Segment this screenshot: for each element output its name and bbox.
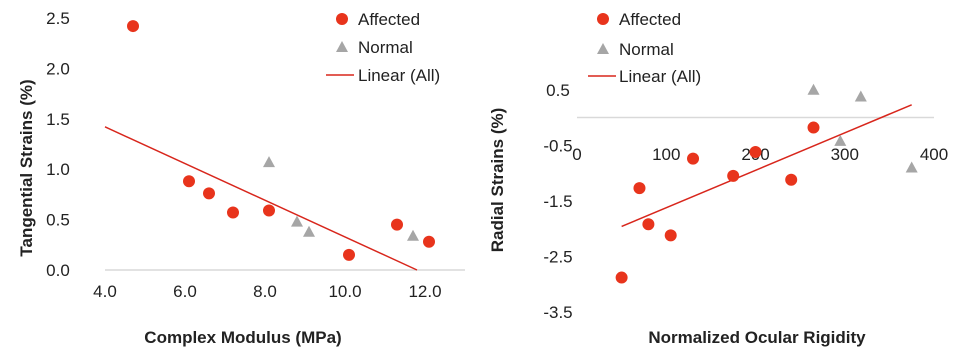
x-axis-label: Normalized Ocular Rigidity <box>648 328 866 347</box>
data-point-affected <box>642 218 655 231</box>
legend-label-linear: Linear (All) <box>358 66 440 85</box>
y-axis-label: Radial Strains (%) <box>488 108 507 253</box>
legend-marker-normal <box>597 43 609 54</box>
x-tick-label: 300 <box>831 145 859 164</box>
data-point-affected <box>423 235 435 248</box>
data-point-normal <box>834 134 847 146</box>
data-point-affected <box>343 248 355 261</box>
legend: Affected Normal Linear (All) <box>588 10 701 86</box>
y-axis-label: Tangential Strains (%) <box>17 79 36 256</box>
data-point-affected <box>263 204 275 217</box>
x-axis-label: Complex Modulus (MPa) <box>144 328 341 347</box>
data-point-normal <box>303 225 315 237</box>
data-point-normal <box>905 161 918 173</box>
data-point-normal <box>407 229 419 241</box>
y-tick-label: 1.0 <box>46 160 70 179</box>
legend-marker-affected <box>597 13 609 25</box>
y-tick-label: 2.0 <box>46 59 70 78</box>
y-tick-label: 0.5 <box>46 211 70 230</box>
legend-label-affected: Affected <box>619 10 681 29</box>
x-tick-label: 100 <box>652 145 680 164</box>
legend-label-linear: Linear (All) <box>619 67 701 86</box>
x-tick-label: 12.0 <box>408 282 441 301</box>
legend-label-affected: Affected <box>358 10 420 29</box>
data-points <box>127 20 435 261</box>
legend-label-normal: Normal <box>619 40 674 59</box>
data-point-normal <box>291 215 303 227</box>
data-point-normal <box>263 156 275 168</box>
x-tick-label: 400 <box>920 145 948 164</box>
data-point-normal <box>854 90 867 102</box>
data-point-affected <box>183 175 195 188</box>
y-tick-label: 2.5 <box>46 9 70 28</box>
x-tick-label: 8.0 <box>253 282 277 301</box>
data-point-affected <box>727 169 740 182</box>
data-point-normal <box>807 83 820 95</box>
x-tick-label: 6.0 <box>173 282 197 301</box>
y-tick-label: -2.5 <box>543 247 572 266</box>
y-tick-label: -0.5 <box>543 136 572 155</box>
data-point-affected <box>203 187 215 200</box>
data-point-affected <box>785 173 798 186</box>
y-tick-label: -3.5 <box>543 303 572 322</box>
data-point-affected <box>664 229 677 242</box>
legend-marker-normal <box>336 41 348 52</box>
data-point-affected <box>687 152 700 165</box>
chart-complex-modulus: 4.0 6.0 8.0 10.0 12.0 0.0 0.5 1.0 1.5 2.0 2.5 Comp… <box>17 9 465 347</box>
trend-line <box>621 104 912 228</box>
data-point-affected <box>391 218 403 231</box>
data-point-affected <box>615 271 628 284</box>
y-tick-label: 0.0 <box>46 261 70 280</box>
data-points <box>615 83 918 284</box>
y-tick-label: 0.5 <box>546 81 570 100</box>
legend-marker-affected <box>336 13 348 25</box>
y-tick-label: -1.5 <box>543 192 572 211</box>
data-point-affected <box>807 121 820 134</box>
x-tick-label: 0 <box>572 145 581 164</box>
fit-lines <box>621 104 912 228</box>
chart-ocular-rigidity: 01002003004000.5-0.5-1.5-2.5-3.5 Normali… <box>488 10 948 347</box>
fit-lines <box>104 126 418 271</box>
data-point-affected <box>227 206 239 219</box>
trend-line <box>104 126 418 271</box>
legend: Affected Normal Linear (All) <box>326 10 440 85</box>
data-point-affected <box>749 146 762 158</box>
data-point-affected <box>127 20 139 33</box>
legend-label-normal: Normal <box>358 38 413 57</box>
x-tick-label: 10.0 <box>328 282 361 301</box>
x-tick-label: 4.0 <box>93 282 117 301</box>
y-tick-label: 1.5 <box>46 110 70 129</box>
data-point-affected <box>633 182 646 195</box>
tick-labels: 4.0 6.0 8.0 10.0 12.0 0.0 0.5 1.0 1.5 2.0 2.5 <box>46 9 441 301</box>
